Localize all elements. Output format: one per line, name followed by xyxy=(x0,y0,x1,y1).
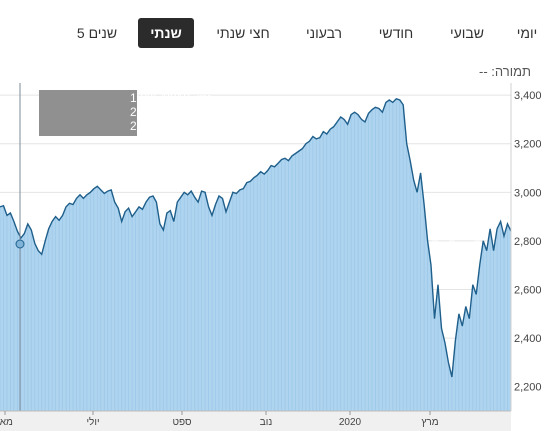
tooltip-time: זמן: 13/05/2019 xyxy=(130,91,212,105)
x-tick-label: מאי xyxy=(0,417,13,428)
x-tick-label: מרץ xyxy=(421,417,438,428)
price-line xyxy=(0,97,512,378)
tab-yearly[interactable]: שנתי xyxy=(138,18,194,48)
tooltip-box xyxy=(39,90,137,136)
tab-quarterly[interactable]: רבעוני xyxy=(305,25,343,41)
y-tick-label: 3,000 xyxy=(514,187,542,199)
y-axis: 2,200 2,400 2,600 2,800 3,000 3,200 3,400 xyxy=(514,90,542,394)
tab-half-year[interactable]: חצי שנתי xyxy=(216,25,270,41)
y-tick-label: 2,400 xyxy=(514,333,542,345)
x-axis: מאי יולי ספט נוב 2020 מרץ xyxy=(0,411,439,428)
x-tick-label: 2020 xyxy=(339,417,362,428)
crosshair-marker xyxy=(15,239,25,249)
tab-five-years[interactable]: 5 שנים xyxy=(76,25,118,41)
x-tick-label: נוב xyxy=(260,417,273,428)
x-tick-label: ספט xyxy=(172,417,192,428)
area-hatching xyxy=(0,98,512,411)
return-label: תמורה: -- xyxy=(479,64,531,79)
y-tick-label: 2,800 xyxy=(514,236,542,248)
y-tick-label: 3,200 xyxy=(514,139,542,151)
y-tick-label: 2,600 xyxy=(514,285,542,297)
tab-weekly[interactable]: שבועי xyxy=(449,25,484,41)
tab-daily[interactable]: יומי xyxy=(516,25,538,41)
y-tick-label: 2,200 xyxy=(514,382,542,394)
x-tick-label: יולי xyxy=(86,416,99,428)
tooltip-rate: שער: 2811.87 xyxy=(130,105,202,119)
tooltip: זמן: 13/05/2019 שער: 2811.87 שינוי: -2.4… xyxy=(39,90,212,136)
y-tick-label: 3,400 xyxy=(514,90,542,102)
x-axis-band xyxy=(0,411,511,431)
price-area xyxy=(0,98,511,412)
tab-monthly[interactable]: חודשי xyxy=(378,25,414,41)
period-tabs: יומי שבועי חודשי רבעוני חצי שנתי שנתי 5 … xyxy=(0,0,553,60)
tooltip-change: שינוי: -2.41% xyxy=(130,119,198,133)
